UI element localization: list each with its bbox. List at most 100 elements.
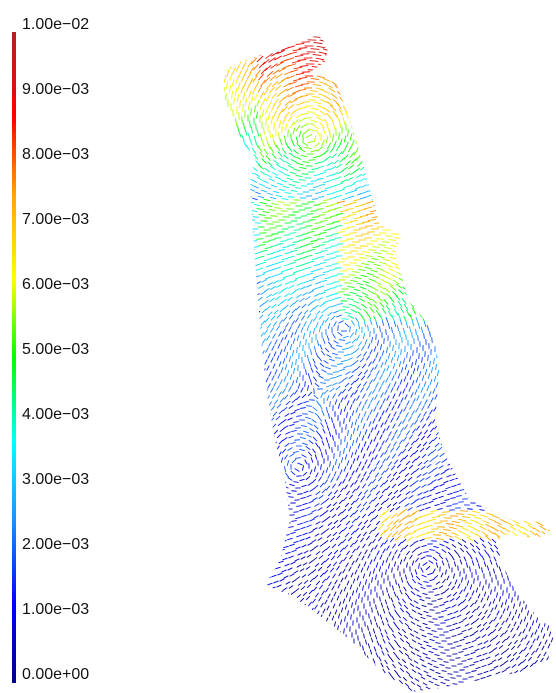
- vector-glyph: [439, 72, 443, 82]
- vector-glyph: [384, 118, 388, 126]
- vector-glyph: [487, 421, 493, 427]
- vector-glyph: [243, 351, 247, 357]
- vector-glyph: [471, 428, 477, 434]
- vector-glyph: [455, 164, 463, 168]
- vector-glyph: [541, 80, 549, 88]
- vector-glyph: [287, 104, 295, 110]
- vector-glyph: [476, 364, 480, 372]
- vector-glyph: [496, 116, 504, 122]
- vector-glyph: [424, 37, 428, 47]
- vector-glyph: [230, 482, 234, 488]
- vector-glyph: [282, 105, 288, 113]
- vector-glyph: [404, 520, 412, 526]
- vector-glyph: [222, 138, 224, 146]
- vector-glyph: [317, 537, 323, 541]
- vector-glyph: [372, 275, 380, 279]
- vector-glyph: [473, 88, 479, 96]
- vector-glyph: [405, 412, 409, 418]
- vector-glyph: [422, 393, 426, 399]
- vector-glyph: [418, 371, 422, 377]
- vector-glyph: [419, 538, 425, 542]
- vector-glyph: [242, 38, 250, 46]
- vector-glyph: [516, 152, 524, 156]
- vector-glyph: [317, 226, 325, 228]
- vector-glyph: [302, 161, 310, 163]
- vector-glyph: [337, 169, 345, 175]
- vector-glyph: [232, 241, 240, 243]
- vector-glyph: [348, 61, 356, 69]
- vector-glyph: [435, 382, 439, 388]
- vector-glyph: [476, 413, 482, 419]
- vector-glyph: [422, 471, 428, 477]
- vector-glyph: [462, 406, 468, 412]
- vector-glyph: [362, 393, 366, 399]
- vector-glyph: [288, 244, 296, 246]
- vector-glyph: [223, 185, 229, 189]
- vector-glyph: [215, 267, 221, 269]
- vector-glyph: [469, 91, 475, 99]
- vector-glyph: [366, 523, 372, 529]
- vector-glyph: [460, 268, 468, 274]
- vector-glyph: [249, 409, 253, 415]
- vector-glyph: [351, 320, 355, 326]
- vector-glyph: [502, 239, 510, 245]
- vector-glyph: [374, 191, 382, 195]
- vector-glyph: [437, 508, 443, 510]
- vector-glyph: [353, 539, 359, 545]
- vector-glyph: [475, 234, 483, 238]
- vector-glyph: [244, 489, 248, 495]
- vector-glyph: [432, 418, 436, 424]
- vector-glyph: [294, 246, 302, 250]
- vector-glyph: [457, 553, 461, 559]
- vector-glyph: [548, 97, 556, 103]
- vector-glyph: [333, 321, 337, 327]
- vector-glyph: [224, 172, 230, 178]
- vector-glyph: [496, 178, 504, 180]
- vector-glyph: [466, 536, 474, 542]
- vector-glyph: [305, 446, 311, 450]
- vector-glyph: [459, 47, 463, 57]
- vector-glyph: [396, 324, 400, 332]
- vector-glyph: [242, 502, 248, 506]
- vector-glyph: [441, 278, 447, 284]
- vector-glyph: [344, 222, 352, 224]
- vector-glyph: [243, 339, 249, 345]
- vector-glyph: [311, 198, 319, 200]
- vector-glyph: [271, 51, 279, 57]
- vector-glyph: [333, 340, 339, 344]
- vector-glyph: [320, 382, 326, 384]
- vector-glyph: [438, 134, 444, 140]
- vector-glyph: [415, 174, 423, 178]
- vector-glyph: [367, 343, 371, 349]
- vector-glyph: [242, 171, 248, 177]
- vector-glyph: [403, 484, 409, 490]
- vector-glyph: [339, 96, 345, 104]
- vector-glyph: [434, 142, 440, 148]
- vector-glyph: [260, 249, 268, 253]
- vector-glyph: [511, 454, 517, 458]
- vector-glyph: [343, 81, 351, 89]
- vector-glyph: [498, 122, 506, 128]
- vector-glyph: [224, 322, 230, 328]
- vector-glyph: [454, 369, 458, 375]
- vector-glyph: [434, 160, 442, 166]
- vector-glyph: [395, 283, 403, 289]
- vector-glyph: [365, 212, 375, 216]
- vector-glyph: [256, 340, 260, 346]
- vector-glyph: [522, 437, 528, 441]
- vector-glyph: [224, 364, 228, 370]
- vector-glyph: [241, 134, 245, 142]
- vector-glyph: [234, 247, 242, 249]
- vector-glyph: [454, 176, 462, 180]
- vector-glyph: [351, 518, 357, 524]
- vector-glyph: [470, 410, 476, 416]
- vector-glyph: [542, 68, 550, 76]
- vector-glyph: [438, 326, 442, 332]
- vector-glyph: [447, 131, 453, 137]
- vector-glyph: [337, 403, 341, 409]
- vector-glyph: [311, 509, 317, 513]
- vector-glyph: [512, 473, 518, 475]
- vector-glyph: [446, 251, 454, 257]
- vector-glyph: [436, 369, 440, 377]
- vector-glyph: [236, 192, 244, 196]
